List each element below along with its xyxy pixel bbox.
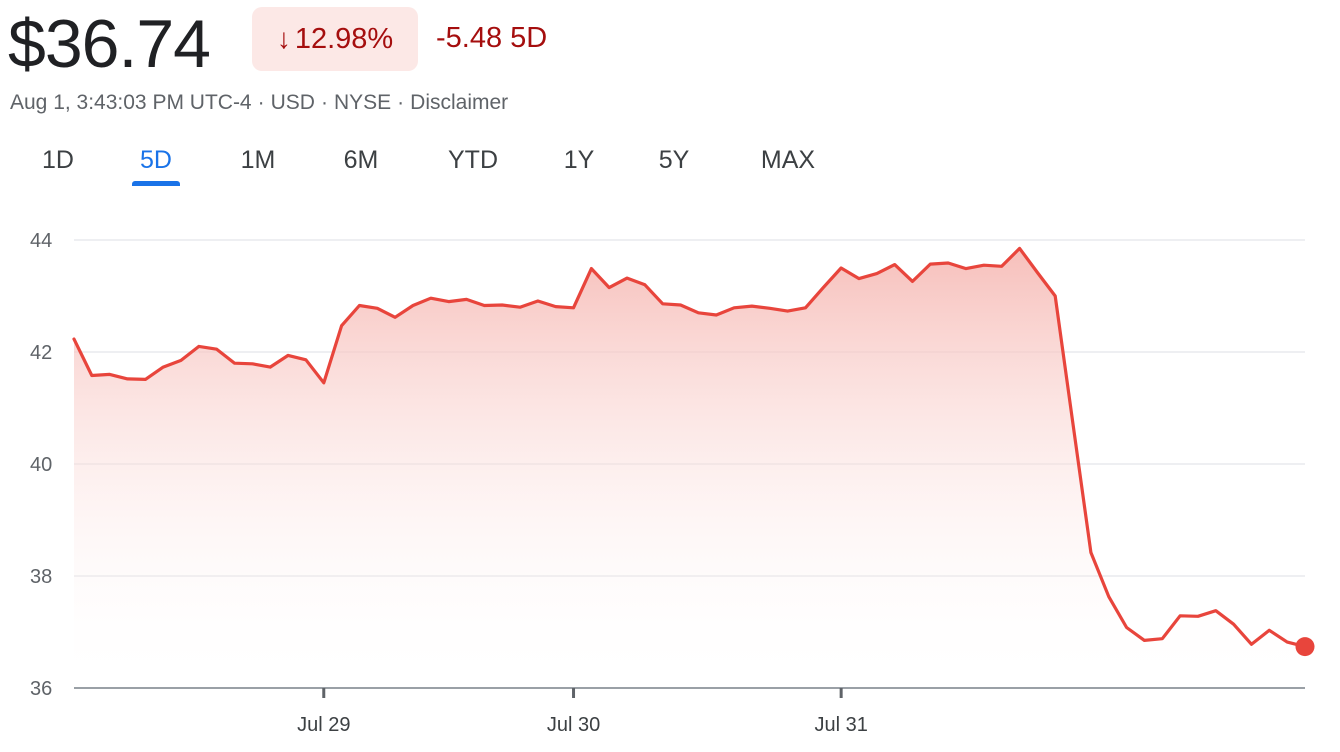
- tab-1d[interactable]: 1D: [42, 146, 74, 174]
- price-area-fill: [74, 248, 1305, 688]
- arrow-down-icon: ↓: [276, 23, 291, 54]
- y-tick-label: 40: [30, 454, 52, 476]
- tab-1y[interactable]: 1Y: [563, 146, 595, 174]
- exchange: NYSE: [333, 91, 392, 114]
- tab-ytd[interactable]: YTD: [448, 146, 498, 174]
- price-line: [72, 246, 1307, 649]
- percent-change-value: 12.98%: [294, 22, 394, 55]
- y-tick-label: 44: [30, 230, 52, 252]
- range-tabs: 1D 5D 1M 6M YTD 1Y 5Y MAX: [0, 138, 900, 186]
- y-tick-label: 38: [30, 566, 52, 588]
- x-tick-label: Jul 31: [814, 714, 867, 736]
- x-tick-label: Jul 30: [547, 714, 600, 736]
- y-tick-label: 42: [30, 342, 52, 364]
- x-tick-label: Jul 29: [297, 714, 350, 736]
- tab-1m[interactable]: 1M: [240, 146, 276, 174]
- percent-change-badge: ↓ 12.98%: [252, 7, 418, 71]
- timestamp: Aug 1, 3:43:03 PM UTC-4: [10, 91, 252, 114]
- tab-6m[interactable]: 6M: [343, 146, 379, 174]
- absolute-change: -5.48 5D: [436, 22, 548, 54]
- current-price: $36.74: [8, 6, 211, 82]
- currency: USD: [270, 91, 315, 114]
- last-price-marker: [1295, 637, 1315, 657]
- tab-max[interactable]: MAX: [760, 146, 816, 174]
- y-tick-label: 36: [30, 678, 52, 700]
- active-tab-indicator: [132, 181, 180, 186]
- quote-meta: Aug 1, 3:43:03 PM UTC-4 · USD · NYSE · Disclai…: [10, 91, 509, 114]
- tab-5y[interactable]: 5Y: [658, 146, 690, 174]
- tab-5d[interactable]: 5D: [132, 138, 180, 186]
- disclaimer-link[interactable]: Disclaimer: [410, 91, 509, 114]
